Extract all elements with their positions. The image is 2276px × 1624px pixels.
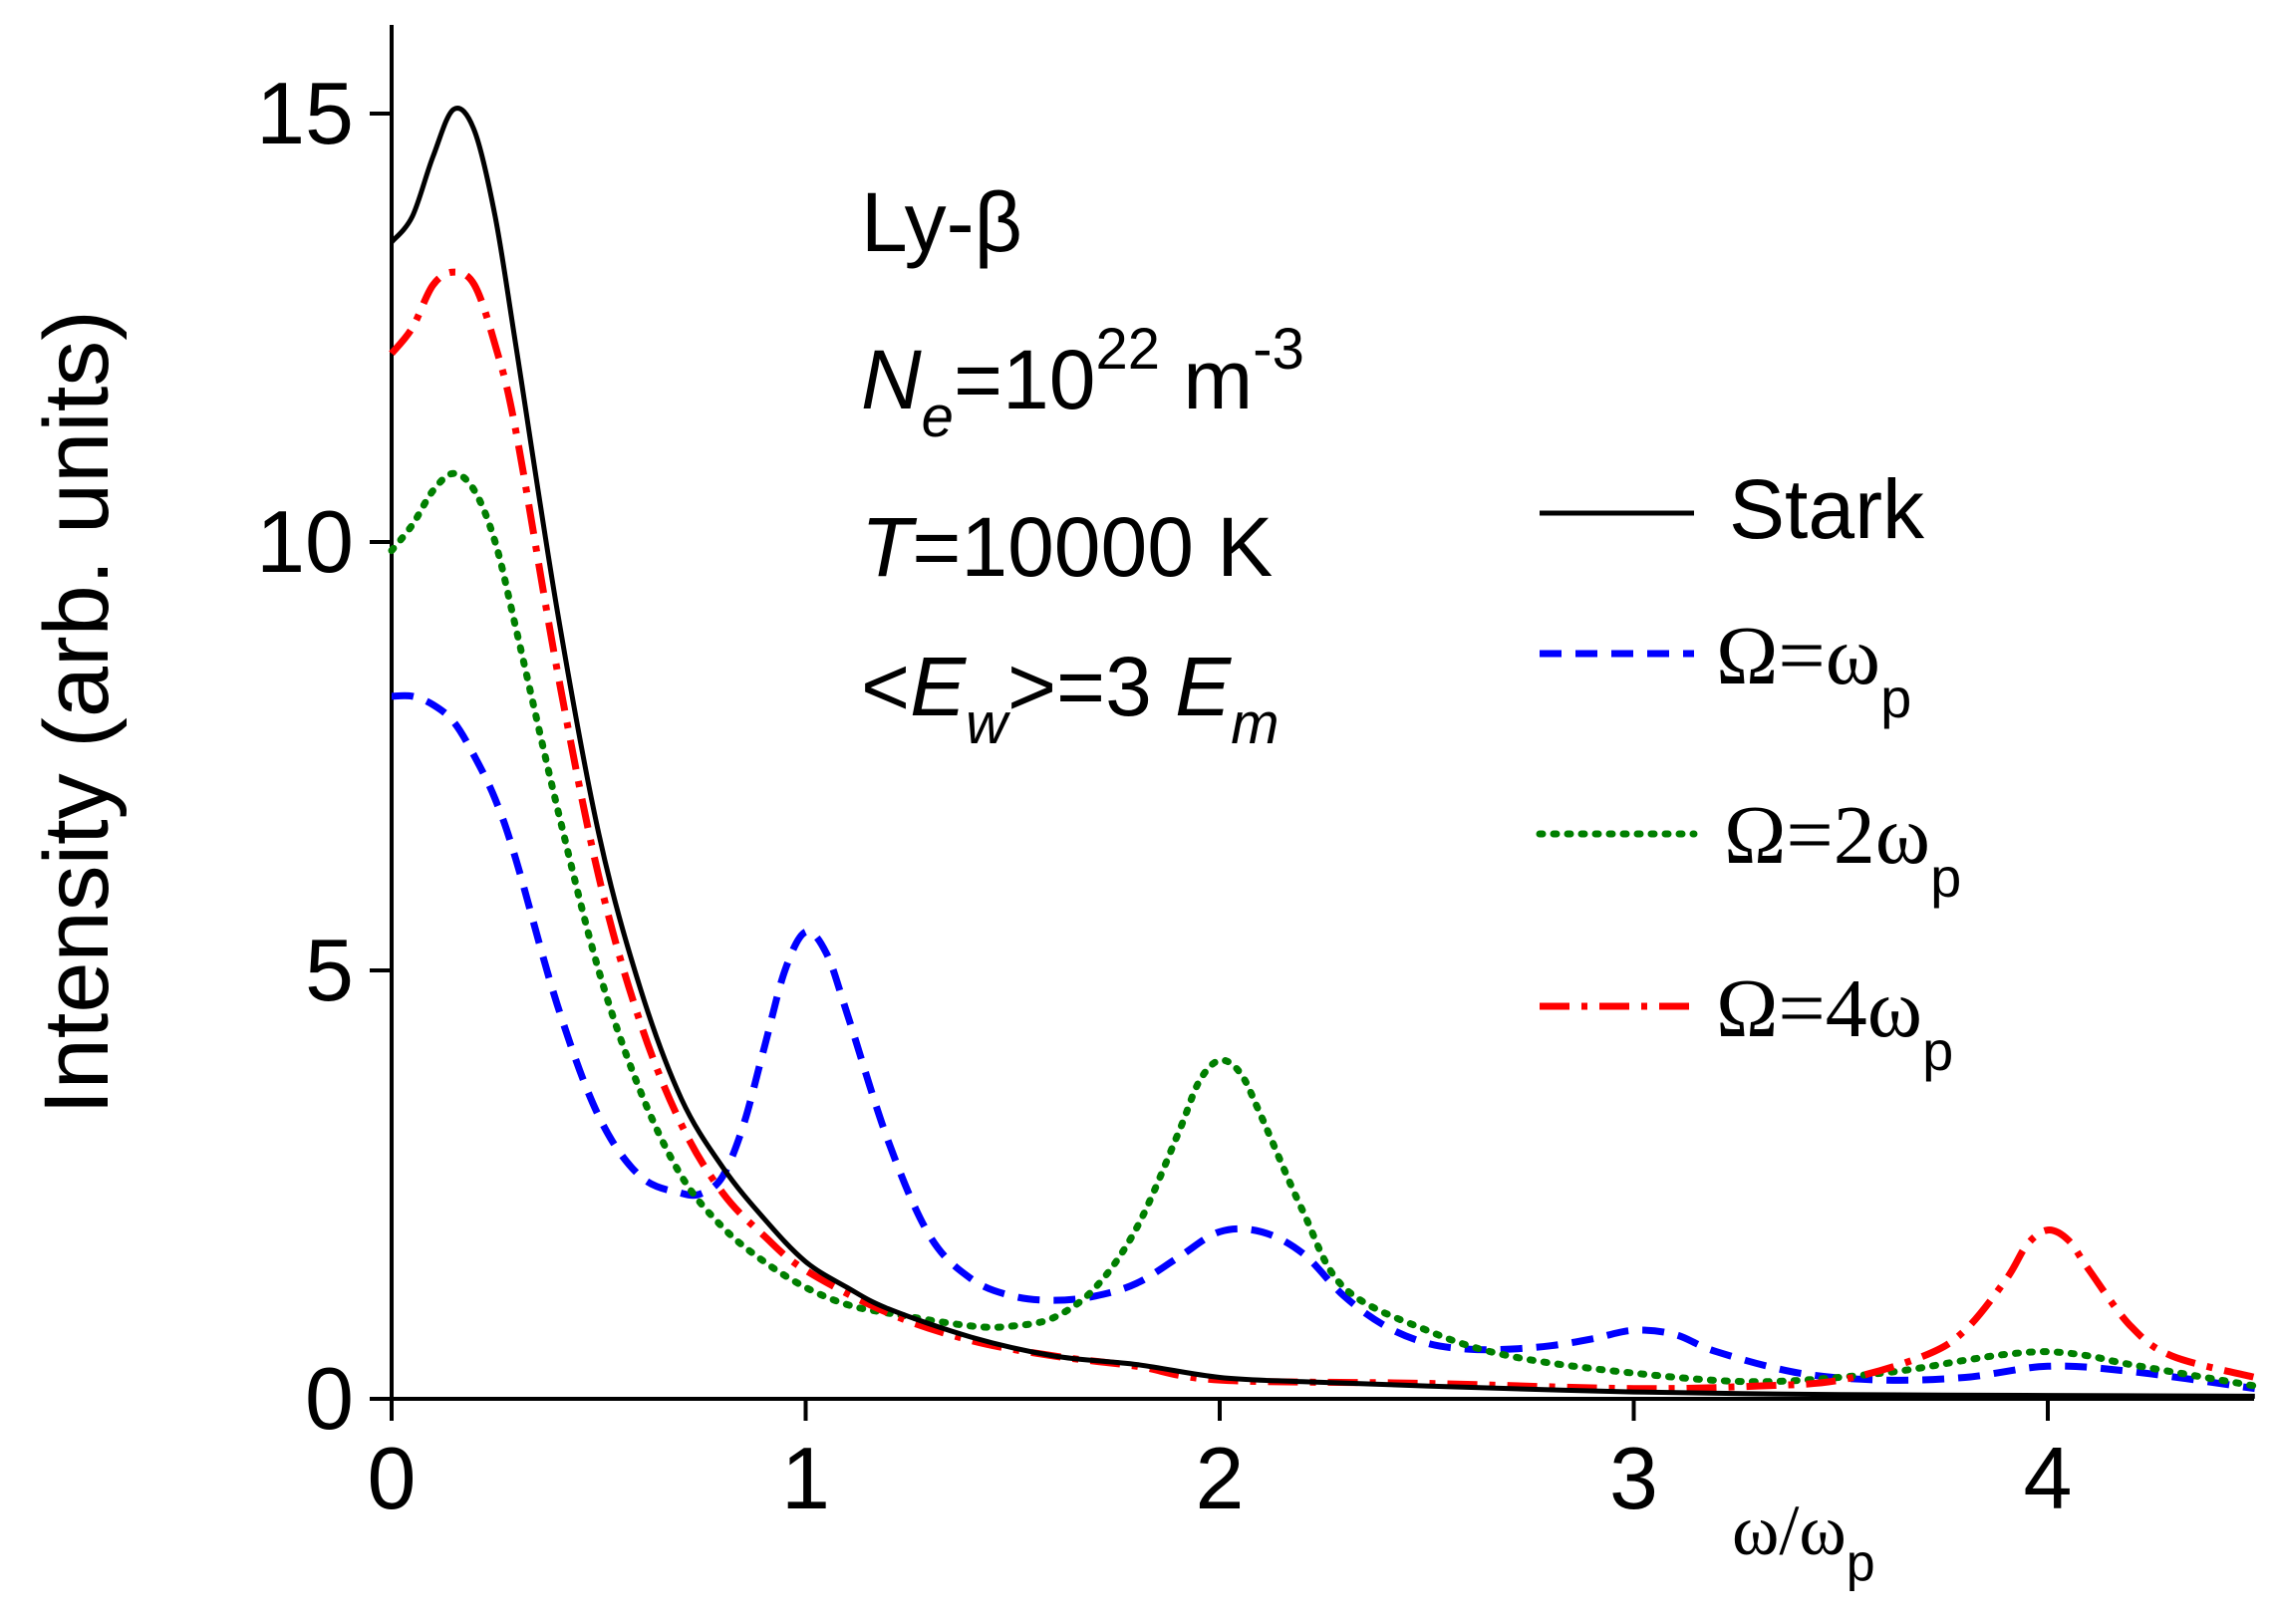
- series-line-0: [390, 106, 2255, 1399]
- x-tick-label: 4: [2024, 1429, 2073, 1527]
- x-tick-label: 3: [1609, 1429, 1658, 1527]
- annotation-field: <Ew>=3 Em: [861, 640, 1280, 756]
- legend-label-omega-1: Ω=ωp: [1716, 610, 1911, 729]
- x-tick-label: 0: [368, 1429, 417, 1527]
- y-axis-ticks: 0 5 10 15: [256, 64, 392, 1448]
- legend-label-omega-2: Ω=2ωp: [1724, 789, 1961, 909]
- y-tick-label: 5: [305, 921, 354, 1019]
- series-layer: [388, 106, 2259, 1399]
- series-line-3: [389, 268, 2256, 1393]
- series-line-1: [391, 691, 2256, 1393]
- annotation-line: Ly-β: [861, 175, 1022, 269]
- y-tick-label: 10: [256, 492, 354, 591]
- legend-label-stark: Stark: [1729, 462, 1925, 556]
- legend: Stark Ω=ωp Ω=2ωp Ω=4ωp: [1536, 462, 1961, 1082]
- annotation-block: Ly-β Ne=1022 m-3 T=10000 K <Ew>=3 Em: [861, 175, 1304, 756]
- x-tick-label: 1: [781, 1429, 830, 1527]
- x-axis-ticks: 0 1 2 3 4: [368, 1399, 2073, 1527]
- x-tick-label: 2: [1196, 1429, 1245, 1527]
- series-line-2: [388, 469, 2259, 1390]
- x-axis-title: ω/ωp: [1732, 1490, 1875, 1592]
- y-axis-title: Intensity (arb. units): [26, 310, 128, 1115]
- annotation-temperature: T=10000 K: [861, 500, 1273, 594]
- annotation-density: Ne=1022 m-3: [861, 317, 1304, 449]
- y-tick-label: 0: [305, 1349, 354, 1448]
- legend-label-omega-4: Ω=4ωp: [1716, 962, 1953, 1082]
- y-tick-label: 15: [256, 64, 354, 162]
